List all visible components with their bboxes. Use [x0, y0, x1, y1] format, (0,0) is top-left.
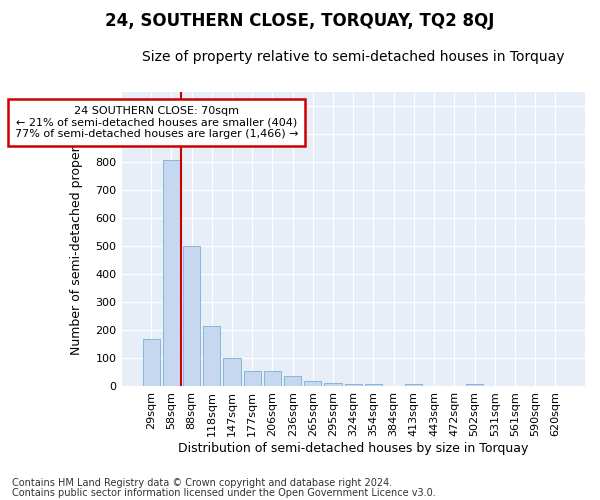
Bar	[264, 371, 281, 386]
Bar	[143, 338, 160, 386]
Text: 24, SOUTHERN CLOSE, TORQUAY, TQ2 8QJ: 24, SOUTHERN CLOSE, TORQUAY, TQ2 8QJ	[106, 12, 494, 30]
Bar	[244, 371, 261, 386]
Text: Contains public sector information licensed under the Open Government Licence v3: Contains public sector information licen…	[12, 488, 436, 498]
X-axis label: Distribution of semi-detached houses by size in Torquay: Distribution of semi-detached houses by …	[178, 442, 529, 455]
Text: 24 SOUTHERN CLOSE: 70sqm
← 21% of semi-detached houses are smaller (404)
77% of : 24 SOUTHERN CLOSE: 70sqm ← 21% of semi-d…	[15, 106, 298, 139]
Bar	[163, 160, 180, 386]
Bar	[325, 382, 341, 386]
Bar	[405, 384, 422, 386]
Bar	[183, 246, 200, 386]
Bar	[223, 358, 241, 386]
Bar	[304, 381, 322, 386]
Bar	[203, 326, 220, 386]
Bar	[344, 384, 362, 386]
Y-axis label: Number of semi-detached properties: Number of semi-detached properties	[70, 124, 83, 354]
Bar	[284, 376, 301, 386]
Text: Contains HM Land Registry data © Crown copyright and database right 2024.: Contains HM Land Registry data © Crown c…	[12, 478, 392, 488]
Title: Size of property relative to semi-detached houses in Torquay: Size of property relative to semi-detach…	[142, 50, 565, 64]
Bar	[466, 384, 483, 386]
Bar	[365, 384, 382, 386]
